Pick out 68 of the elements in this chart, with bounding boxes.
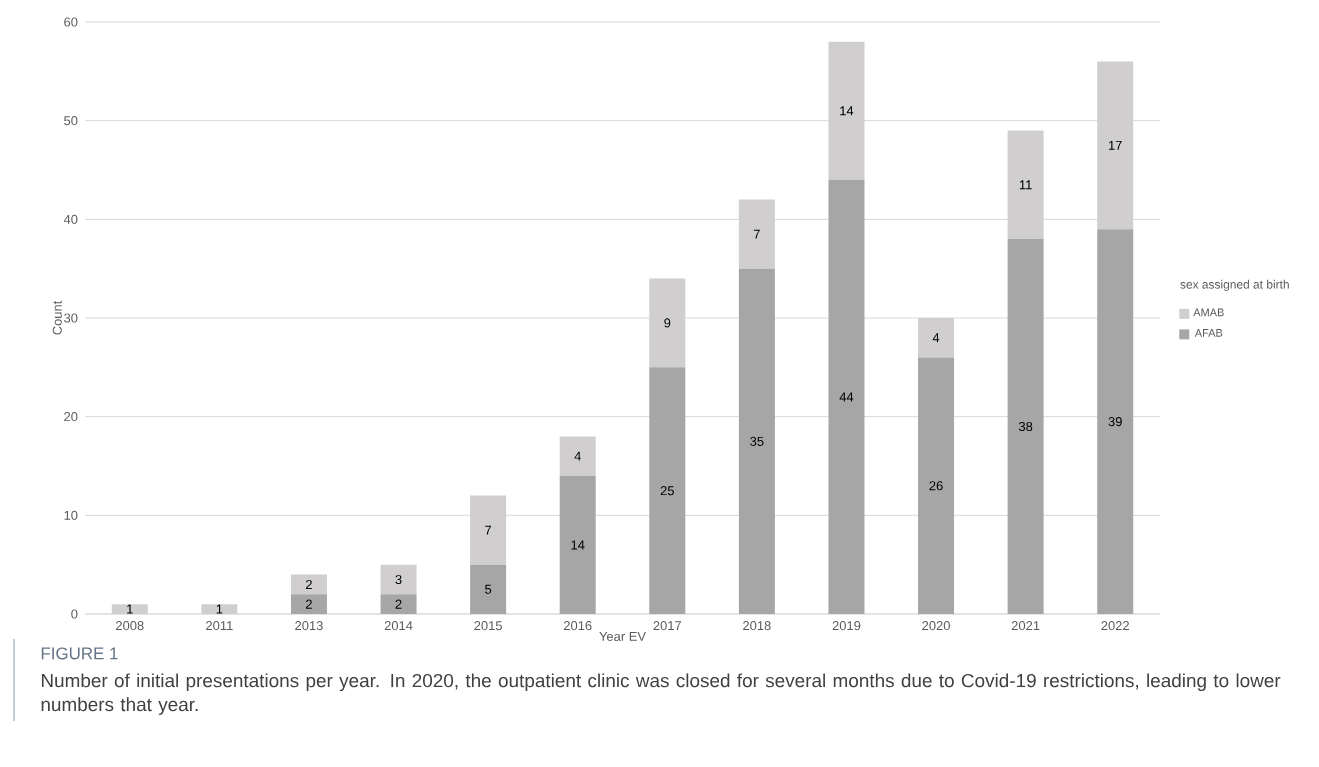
data-label: 4 [574,451,581,461]
bar [649,367,686,614]
data-label: 14 [840,106,854,116]
x-tick-label: 2008 [116,621,144,631]
y-tick-label: 10 [64,510,78,520]
bar [1097,229,1134,614]
x-tick-label: 2022 [1101,621,1129,631]
bar [1097,61,1134,230]
bar [559,436,596,476]
bar [290,594,327,614]
x-tick-label: 2015 [474,621,502,631]
data-label: 2 [395,599,402,609]
bar [470,564,507,614]
legend-label: AMAB [1193,308,1224,317]
data-label: 38 [1018,421,1033,432]
data-label: 39 [1108,417,1122,427]
bar [828,41,865,180]
data-label: 44 [839,392,854,402]
x-tick-label: 2013 [295,621,323,631]
data-label: 3 [395,574,402,585]
data-label: 1 [127,604,133,614]
y-tick-label: 20 [64,412,78,422]
y-tick-label: 30 [64,313,78,323]
bar [918,357,955,614]
data-label: 7 [485,525,492,535]
data-label: 9 [664,318,671,328]
caption: FIGURE 1 [41,647,118,660]
data-label: 35 [750,436,764,446]
x-tick-label: 2019 [832,621,861,631]
bar [470,495,507,565]
data-label: 7 [753,229,760,239]
y-axis-title: Count [52,300,62,335]
x-tick-label: 2021 [1011,621,1040,631]
data-label: 26 [929,481,943,491]
bar [738,268,775,614]
legend-label: AFAB [1194,329,1223,337]
x-tick-label: 2017 [653,621,682,631]
data-label: 17 [1109,140,1122,150]
x-tick-label: 2014 [384,621,413,631]
x-tick-label: 2011 [206,621,233,631]
data-label: 1 [216,604,223,614]
x-tick-label: 2020 [922,621,950,631]
data-label: 2 [306,579,312,589]
bar [649,278,686,368]
bar [290,574,327,595]
bar [1007,239,1044,614]
bar [559,475,596,614]
data-label: 25 [660,486,674,496]
x-tick-label: 2016 [563,621,592,631]
text: Number of initial presentations per year. In 2020, the outpatient clinic was closed for several months due to Covid-19 restrictions, leading to lower numbers that year. [41,673,1281,715]
bar [828,179,865,614]
x-axis-title: Year EV [599,631,646,641]
y-tick-label: 60 [64,17,78,27]
data-label: 2 [306,599,312,609]
y-tick-label: 50 [64,116,78,126]
y-tick-label: 0 [71,609,78,619]
data-label: 14 [571,540,585,550]
bar [918,318,955,358]
bar [380,564,417,595]
bar [1007,130,1044,240]
x-tick-label: 2018 [743,621,771,631]
data-label: 4 [932,333,940,343]
y-tick-label: 40 [63,214,78,224]
bar [380,594,417,614]
data-label: 11 [1019,180,1032,190]
bar [738,199,775,269]
data-label: 5 [485,584,492,594]
legend-title: sex assigned at birth [1180,279,1289,291]
